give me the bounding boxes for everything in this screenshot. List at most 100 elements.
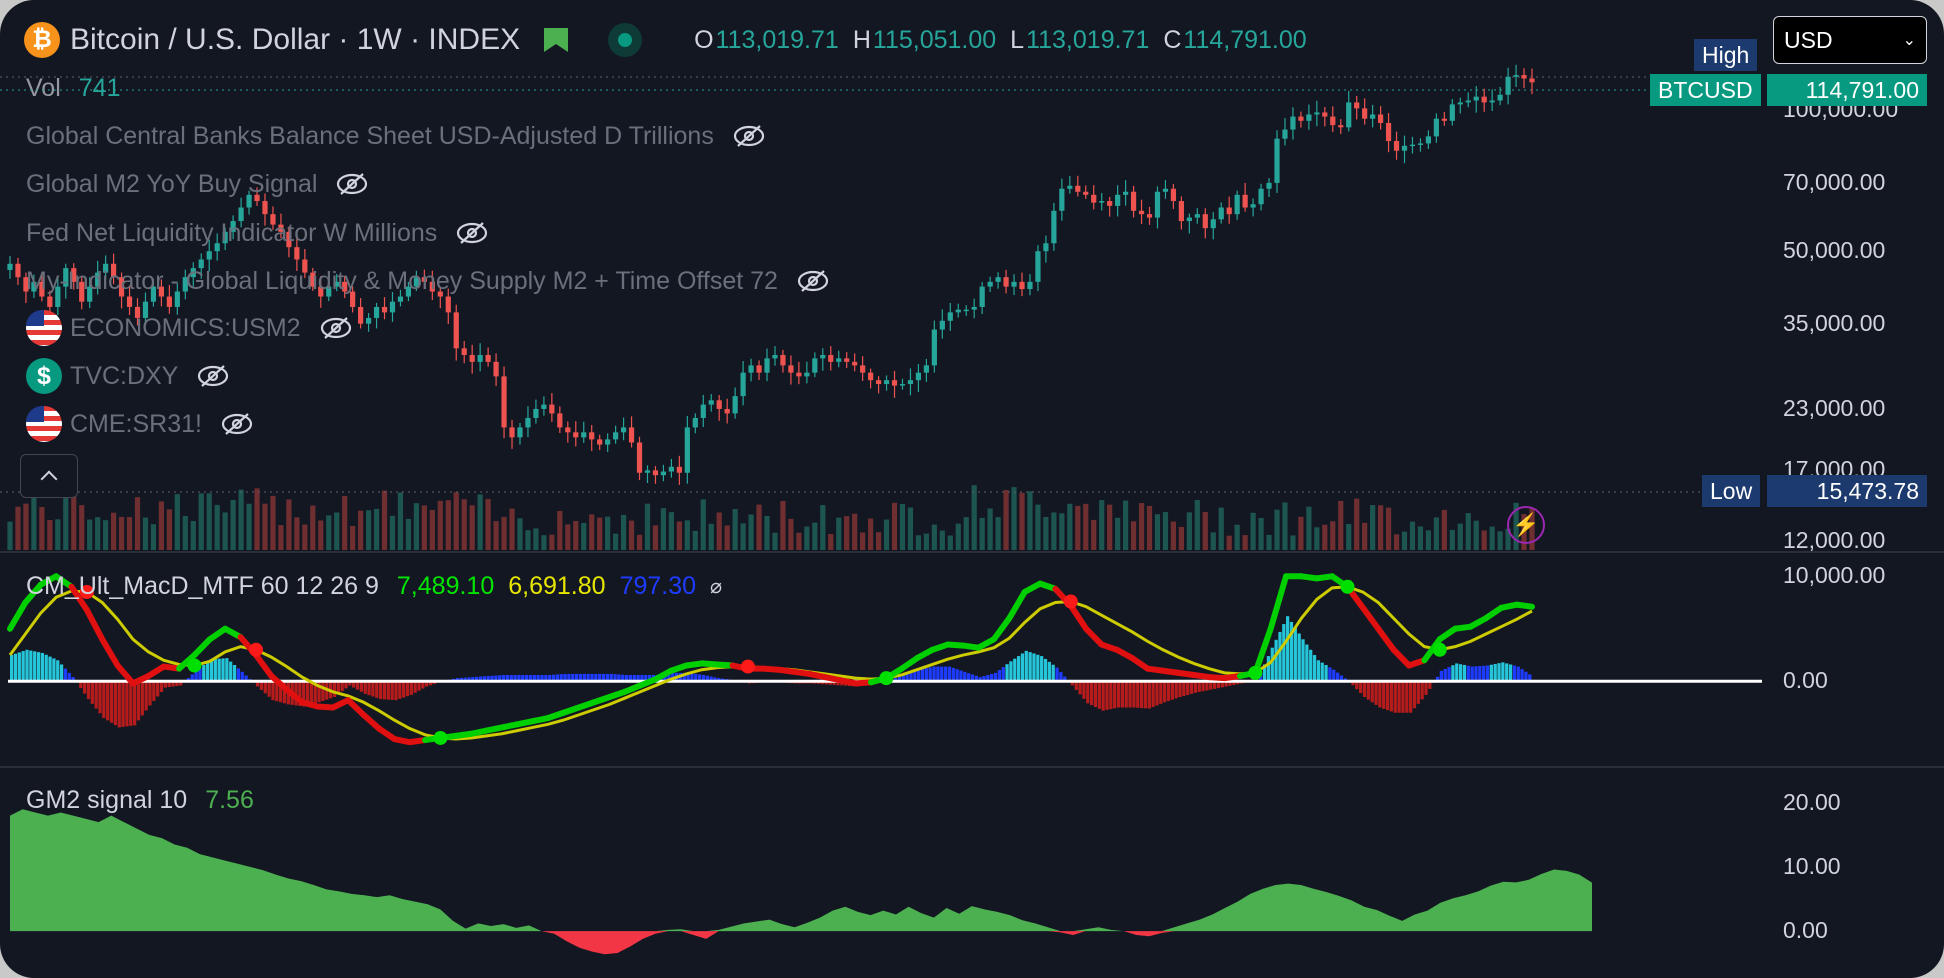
volume-bar — [1377, 505, 1384, 550]
volume-bar — [1234, 524, 1240, 550]
pane-separator[interactable] — [0, 766, 1944, 768]
macd-histogram-bar — [1366, 681, 1370, 700]
volume-bar — [1154, 514, 1161, 550]
candle — [7, 263, 13, 270]
candle — [413, 277, 419, 287]
volume-bar — [628, 520, 635, 550]
symbol-title[interactable]: Bitcoin / U.S. Dollar · 1W · INDEX — [70, 23, 521, 56]
macd-histogram-bar — [1335, 672, 1340, 682]
macd-histogram-bar — [959, 670, 963, 682]
macd-histogram-bar — [1397, 681, 1401, 713]
indicator-item[interactable]: Global Central Banks Balance Sheet USD-A… — [26, 119, 766, 153]
macd-histogram-bar — [1097, 681, 1101, 709]
macd-histogram-bar — [1201, 681, 1205, 692]
indicator-item[interactable]: Global M2 YoY Buy Signal — [26, 167, 369, 201]
volume-bar — [1178, 526, 1184, 550]
eye-hidden-icon[interactable] — [455, 221, 489, 245]
macd-histogram-bar — [232, 665, 237, 682]
candle — [772, 354, 778, 359]
candle — [1226, 207, 1232, 215]
eye-hidden-icon[interactable] — [220, 412, 254, 436]
macd-histogram-bar — [359, 681, 363, 692]
macd-histogram-bar — [259, 681, 264, 690]
volume-bar — [1505, 528, 1511, 550]
macd-histogram-bar — [1159, 681, 1163, 704]
volume-bar — [1417, 526, 1424, 550]
volume-bar — [947, 535, 953, 550]
candle — [39, 281, 45, 297]
macd-histogram-bar — [202, 665, 206, 682]
gm2-axis-label: 0.00 — [1783, 917, 1828, 944]
macd-histogram-bar — [594, 673, 598, 682]
eye-hidden-icon[interactable] — [319, 316, 353, 340]
dollar-icon: $ — [26, 358, 62, 394]
volume-bar — [724, 525, 730, 550]
macd-line-segment — [191, 636, 213, 659]
macd-histogram-bar — [1124, 681, 1128, 708]
macd-histogram-bar — [509, 674, 513, 682]
candle — [1409, 144, 1416, 147]
macd-histogram-bar — [1120, 681, 1124, 708]
symbol-item[interactable]: CME:SR31! — [26, 406, 254, 442]
candle — [1258, 188, 1264, 205]
macd-legend[interactable]: CM_Ult_MacD_MTF 60 12 26 9 7,489.10 6,69… — [26, 572, 722, 601]
eye-hidden-icon[interactable] — [732, 124, 766, 148]
candle — [613, 432, 619, 440]
volume-bar — [55, 519, 61, 550]
macd-histogram-bar — [1478, 666, 1482, 682]
macd-histogram-bar — [1174, 681, 1178, 699]
gm2-value: 7.56 — [205, 786, 254, 814]
eye-hidden-icon[interactable] — [796, 269, 830, 293]
macd-line-segment — [345, 697, 367, 718]
volume-bar — [565, 524, 571, 550]
macd-histogram-bar — [1205, 681, 1209, 691]
macd-histogram-bar — [482, 676, 486, 682]
volume-bar — [1194, 499, 1200, 550]
symbol-tag[interactable]: BTCUSD — [1650, 74, 1761, 106]
volume-bar — [899, 504, 906, 550]
macd-histogram-bar — [1286, 616, 1290, 682]
volume-bar — [405, 518, 412, 550]
volume-bar — [134, 497, 141, 550]
gm2-legend[interactable]: GM2 signal 10 7.56 — [26, 786, 254, 815]
volume-bar — [103, 520, 109, 550]
volume-bar — [987, 508, 993, 550]
eye-hidden-icon[interactable] — [196, 364, 230, 388]
symbol-item[interactable]: $ TVC:DXY — [26, 358, 230, 394]
candle — [756, 365, 762, 373]
candle — [1481, 96, 1487, 103]
macd-histogram-bar — [1316, 660, 1321, 682]
collapse-legend-button[interactable] — [20, 454, 78, 498]
eye-hidden-icon[interactable] — [335, 172, 369, 196]
macd-histogram-bar — [1216, 681, 1221, 689]
candle — [788, 365, 794, 373]
flag-marker-icon[interactable] — [544, 28, 569, 52]
currency-select[interactable]: USD ⌄ — [1773, 16, 1927, 64]
lightning-button[interactable]: ⚡ — [1507, 506, 1545, 544]
volume-bar — [413, 503, 419, 550]
indicator-item[interactable]: Fed Net Liquidity Indicator W Millions — [26, 216, 489, 250]
candle — [421, 277, 427, 282]
market-status-icon[interactable] — [608, 23, 643, 57]
macd-histogram-bar — [1178, 681, 1182, 698]
macd-histogram-bar — [1362, 681, 1367, 698]
last-price-tag: 114,791.00 — [1767, 74, 1927, 106]
pane-separator[interactable] — [0, 551, 1944, 553]
macd-histogram-bar — [1424, 681, 1428, 695]
volume-legend[interactable]: Vol 741 — [26, 74, 120, 103]
macd-histogram-bar — [836, 681, 840, 686]
candle — [700, 404, 706, 418]
symbol-item[interactable]: ECONOMICS:USM2 — [26, 310, 353, 346]
macd-histogram-bar — [1209, 681, 1213, 690]
volume-bar — [246, 503, 252, 550]
candle — [190, 268, 196, 278]
volume-bar — [676, 521, 682, 550]
macd-histogram-bar — [640, 674, 644, 682]
candle — [1346, 102, 1352, 128]
indicator-item[interactable]: My-Indicator - Global Liquidity & Money … — [26, 264, 830, 298]
macd-histogram-bar — [132, 681, 137, 726]
symbol-header[interactable]: ₿ Bitcoin / U.S. Dollar · 1W · INDEX O11… — [24, 22, 1307, 58]
candle — [405, 286, 412, 297]
candle — [1282, 129, 1288, 139]
